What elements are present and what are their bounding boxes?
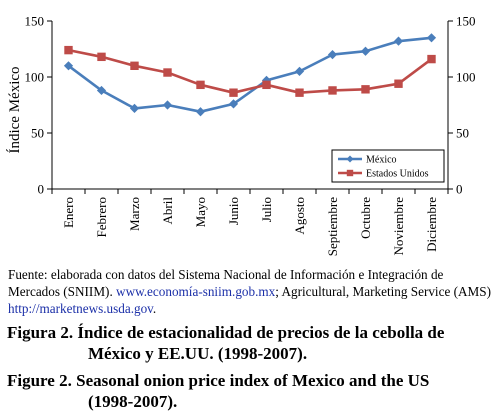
x-tick-label: Julio [259,197,274,222]
source-note: Fuente: elaborada con datos del Sistema … [8,266,496,317]
data-point [63,61,74,71]
legend-marker [346,169,354,177]
data-point [262,80,271,90]
data-point [426,33,437,43]
data-point [328,86,337,95]
source-suffix: . [152,301,157,316]
data-point [360,46,371,56]
legend-marker [346,155,354,163]
data-point [393,36,404,46]
x-tick-label: Mayo [193,197,208,227]
y2-tick-label: 50 [456,126,469,141]
y-tick-label: 50 [31,126,44,141]
usda-link[interactable]: http://marketnews.usda.gov [8,301,153,316]
data-point [195,107,206,117]
x-tick-label: Noviembre [391,197,406,256]
data-point [163,68,172,77]
x-tick-label: Septiembre [325,197,340,256]
data-point [162,100,173,110]
data-point [427,54,436,64]
x-axis: Enero Febrero Marzo Abril Mayo Junio Julio Agos… [51,189,449,256]
caption-spanish: Figura 2. Índice de estacionalidad de pr… [7,322,497,364]
data-point [97,52,106,62]
data-point [327,50,338,60]
data-point [295,88,304,97]
legend: México Estados Unidos [331,149,445,183]
series-line [67,36,432,113]
y2-tick-label: 0 [456,182,463,197]
data-point [229,88,238,97]
x-tick-label: Octubre [358,197,373,239]
caption-es-line1: Índice de estacionalidad de precios de l… [77,323,445,342]
y-tick-label: 100 [25,70,45,85]
y2-tick-label: 150 [456,14,476,29]
series-layer [63,33,437,117]
series-line [68,48,433,94]
y-axis-left: 0 50 100 150 [25,14,52,197]
series-mexico [63,33,437,117]
data-point [129,103,140,113]
source-text: Fuente: elaborada con datos del Sistema … [8,267,444,299]
data-point [96,85,107,96]
series-estados-unidos [64,45,436,97]
data-point [228,99,239,109]
seasonality-chart: 0 50 100 150 0 50 100 150 Enero Febrero Marzo Abr… [6,14,476,257]
legend-label: México [366,155,397,166]
y-axis-label: Índice México [6,66,23,153]
data-point [196,80,205,90]
caption-es-label: Figura 2. [7,323,74,342]
data-point [294,66,305,76]
y-axis-right: 0 50 100 150 [448,14,476,197]
caption-english: Figure 2. Seasonal onion price index of … [7,370,497,412]
caption-en-line2: (1998-2007). [88,392,178,411]
y2-tick-label: 100 [456,70,476,85]
source-middle: ; Agricultural, Marketing Service (AMS) [275,284,491,299]
y-tick-label: 150 [25,14,45,29]
legend-label: Estados Unidos [366,169,429,180]
data-point [394,79,403,88]
x-tick-label: Junio [226,197,241,225]
data-point [64,45,73,55]
legend-box [331,149,445,183]
x-tick-label: Diciembre [424,197,439,252]
caption-en-line1: Seasonal onion price index of Mexico and… [76,371,430,390]
x-tick-label: Abril [160,197,175,225]
x-tick-label: Marzo [127,197,142,231]
caption-en-label: Figure 2. [7,371,72,390]
x-tick-label: Febrero [94,197,109,237]
caption-es-line2: México y EE.UU. (1998-2007). [88,344,308,363]
data-point [130,61,139,70]
x-tick-label: Enero [61,197,76,228]
sniim-link[interactable]: www.economía-sniim.gob.mx [116,284,276,299]
y-tick-label: 0 [38,182,45,197]
x-tick-label: Agosto [292,197,307,235]
data-point [361,85,370,94]
